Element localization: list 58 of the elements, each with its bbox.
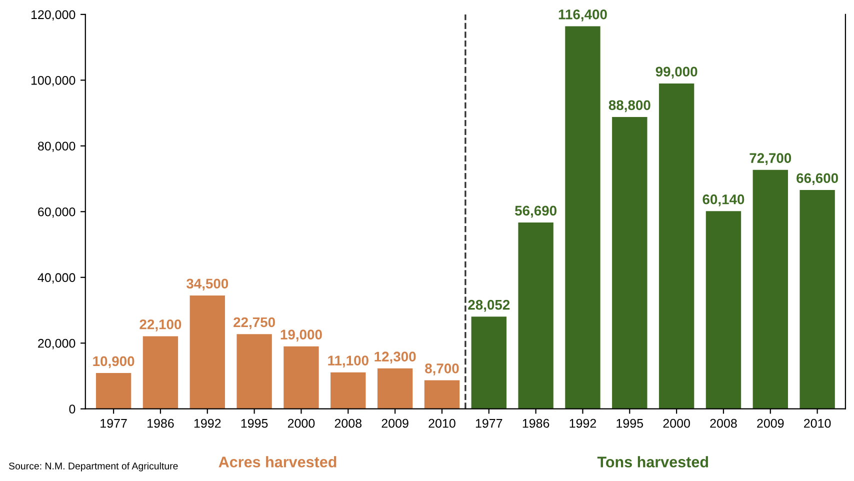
x-tick-label: 2010 — [804, 418, 831, 428]
x-tick-label: 1992 — [194, 418, 221, 428]
data-label: 99,000 — [656, 66, 698, 79]
data-label: 11,100 — [328, 356, 368, 368]
data-label: 116,400 — [558, 10, 607, 22]
y-tick-label: 80,000 — [38, 142, 76, 152]
x-tick-label: 1995 — [616, 418, 644, 428]
y-tick-label: 120,000 — [31, 10, 76, 21]
data-label: 12,300 — [374, 352, 416, 364]
data-label: 88,800 — [608, 100, 650, 112]
bar — [190, 295, 225, 409]
x-tick-label: 2008 — [710, 418, 737, 428]
data-label: 10,900 — [93, 356, 134, 368]
bar — [424, 380, 460, 409]
bar — [658, 83, 694, 409]
y-tick-label: 100,000 — [31, 76, 76, 86]
y-tick-label: 60,000 — [38, 207, 76, 218]
data-label: 22,750 — [234, 317, 275, 330]
bar — [612, 116, 648, 409]
x-tick-label: 1986 — [522, 418, 550, 428]
x-tick-label: 2000 — [663, 418, 690, 428]
bar — [565, 26, 600, 409]
data-label: 60,140 — [702, 194, 744, 206]
x-tick-label: 1995 — [241, 418, 268, 428]
bar — [800, 190, 835, 409]
bar — [752, 170, 788, 409]
data-label: 22,100 — [140, 319, 182, 332]
bar — [284, 346, 319, 409]
text: Tons harvested — [597, 456, 708, 468]
data-label: 28,052 — [468, 300, 510, 312]
x-tick-label: 2009 — [382, 418, 408, 428]
bar — [142, 336, 178, 409]
y-tick-label: 20,000 — [38, 338, 76, 350]
source-note: Source: N.M. Department of Agriculture — [8, 462, 178, 472]
text: Acres harvested — [218, 456, 336, 468]
data-label: 19,000 — [280, 330, 322, 342]
x-tick-label: 2010 — [428, 418, 456, 428]
data-label: 72,700 — [750, 153, 792, 165]
x-tick-label: 2009 — [757, 418, 784, 428]
data-label: 66,600 — [796, 173, 838, 186]
bar — [706, 211, 742, 409]
x-tick-label: 1986 — [148, 418, 174, 428]
bar — [96, 373, 132, 409]
x-tick-label: 1992 — [570, 418, 596, 428]
data-label: 8,700 — [425, 364, 459, 376]
bar — [330, 372, 366, 409]
bar — [518, 222, 554, 409]
y-tick-label: 0 — [69, 404, 76, 414]
y-tick-label: 40,000 — [38, 273, 76, 284]
data-label: 34,500 — [186, 278, 228, 291]
x-tick-label: 2000 — [288, 418, 315, 428]
x-tick-label: 1977 — [476, 418, 502, 428]
bar — [236, 334, 272, 409]
data-label: 56,690 — [514, 206, 556, 218]
x-tick-label: 2008 — [334, 418, 362, 428]
bar — [471, 316, 506, 409]
bar — [377, 368, 413, 409]
x-tick-label: 1977 — [100, 418, 127, 428]
